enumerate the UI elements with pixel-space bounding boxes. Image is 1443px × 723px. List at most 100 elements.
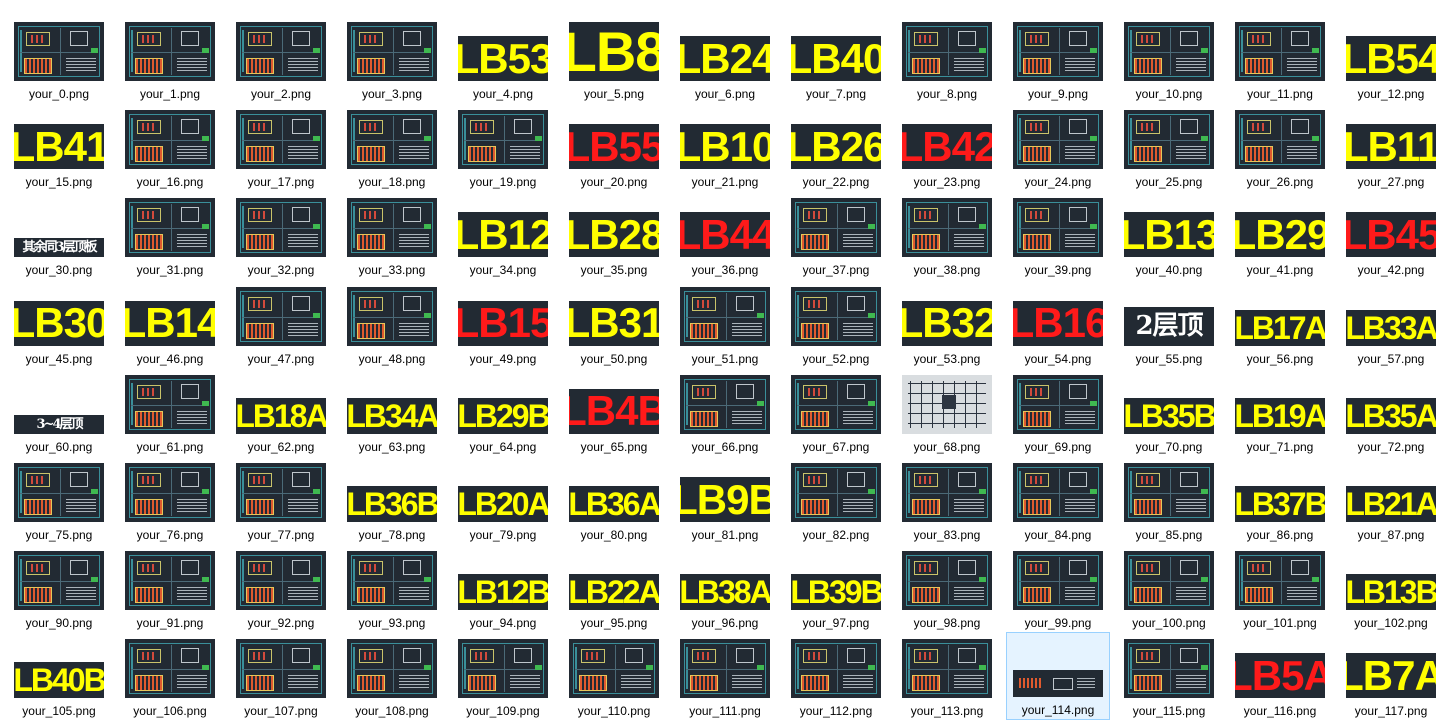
- file-item[interactable]: your_114.png: [1006, 632, 1110, 721]
- file-item[interactable]: your_31.png: [118, 191, 222, 279]
- file-item[interactable]: your_82.png: [784, 456, 888, 544]
- file-item[interactable]: LB24 your_6.png: [673, 15, 777, 103]
- file-item[interactable]: your_16.png: [118, 103, 222, 191]
- file-item[interactable]: your_26.png: [1228, 103, 1332, 191]
- file-item[interactable]: your_48.png: [340, 280, 444, 368]
- file-item[interactable]: your_38.png: [895, 191, 999, 279]
- file-item[interactable]: your_10.png: [1117, 15, 1221, 103]
- file-item[interactable]: your_11.png: [1228, 15, 1332, 103]
- file-item[interactable]: LB12 your_34.png: [451, 191, 555, 279]
- file-item[interactable]: your_83.png: [895, 456, 999, 544]
- file-item[interactable]: LB30 your_45.png: [7, 280, 111, 368]
- file-item[interactable]: LB12B your_94.png: [451, 544, 555, 632]
- file-item[interactable]: your_9.png: [1006, 15, 1110, 103]
- file-item[interactable]: LB9B your_81.png: [673, 456, 777, 544]
- file-item[interactable]: LB21A your_87.png: [1339, 456, 1443, 544]
- file-item[interactable]: LB26 your_22.png: [784, 103, 888, 191]
- file-item[interactable]: your_115.png: [1117, 632, 1221, 720]
- file-item[interactable]: LB31 your_50.png: [562, 280, 666, 368]
- file-item[interactable]: your_106.png: [118, 632, 222, 720]
- file-item[interactable]: your_90.png: [7, 544, 111, 632]
- file-item[interactable]: your_85.png: [1117, 456, 1221, 544]
- file-item[interactable]: your_19.png: [451, 103, 555, 191]
- file-item[interactable]: your_67.png: [784, 368, 888, 456]
- file-item[interactable]: your_51.png: [673, 280, 777, 368]
- file-item[interactable]: LB10 your_21.png: [673, 103, 777, 191]
- file-item[interactable]: LB5A your_116.png: [1228, 632, 1332, 720]
- file-item[interactable]: your_24.png: [1006, 103, 1110, 191]
- file-item[interactable]: LB42 your_23.png: [895, 103, 999, 191]
- file-item[interactable]: your_47.png: [229, 280, 333, 368]
- file-item[interactable]: LB29 your_41.png: [1228, 191, 1332, 279]
- file-item[interactable]: your_3.png: [340, 15, 444, 103]
- file-item[interactable]: 3~4层顶 your_60.png: [7, 368, 111, 456]
- file-item[interactable]: your_32.png: [229, 191, 333, 279]
- file-item[interactable]: your_0.png: [7, 15, 111, 103]
- file-item[interactable]: 其余同3层顶板 your_30.png: [7, 191, 111, 279]
- file-item[interactable]: LB36B your_78.png: [340, 456, 444, 544]
- file-item[interactable]: LB37B your_86.png: [1228, 456, 1332, 544]
- file-item[interactable]: your_109.png: [451, 632, 555, 720]
- file-item[interactable]: LB35A your_72.png: [1339, 368, 1443, 456]
- file-item[interactable]: LB29B your_64.png: [451, 368, 555, 456]
- file-item[interactable]: LB13B your_102.png: [1339, 544, 1443, 632]
- file-item[interactable]: LB22A your_95.png: [562, 544, 666, 632]
- file-item[interactable]: LB40B your_105.png: [7, 632, 111, 720]
- file-item[interactable]: your_52.png: [784, 280, 888, 368]
- file-item[interactable]: your_1.png: [118, 15, 222, 103]
- file-item[interactable]: your_110.png: [562, 632, 666, 720]
- file-item[interactable]: LB34A your_63.png: [340, 368, 444, 456]
- file-item[interactable]: your_76.png: [118, 456, 222, 544]
- file-item[interactable]: LB40 your_7.png: [784, 15, 888, 103]
- file-item[interactable]: your_84.png: [1006, 456, 1110, 544]
- file-item[interactable]: your_17.png: [229, 103, 333, 191]
- file-item[interactable]: LB55 your_20.png: [562, 103, 666, 191]
- file-item[interactable]: LB16 your_54.png: [1006, 280, 1110, 368]
- file-item[interactable]: LB53 your_4.png: [451, 15, 555, 103]
- file-item[interactable]: your_91.png: [118, 544, 222, 632]
- file-item[interactable]: LB13 your_40.png: [1117, 191, 1221, 279]
- file-item[interactable]: your_18.png: [340, 103, 444, 191]
- file-item[interactable]: your_113.png: [895, 632, 999, 720]
- file-item[interactable]: LB18A your_62.png: [229, 368, 333, 456]
- file-item[interactable]: your_112.png: [784, 632, 888, 720]
- file-item[interactable]: LB45 your_42.png: [1339, 191, 1443, 279]
- file-item[interactable]: LB28 your_35.png: [562, 191, 666, 279]
- file-item[interactable]: LB35B your_70.png: [1117, 368, 1221, 456]
- file-item[interactable]: LB44 your_36.png: [673, 191, 777, 279]
- file-item[interactable]: your_99.png: [1006, 544, 1110, 632]
- file-item[interactable]: your_77.png: [229, 456, 333, 544]
- file-item[interactable]: LB54 your_12.png: [1339, 15, 1443, 103]
- file-item[interactable]: your_66.png: [673, 368, 777, 456]
- file-item[interactable]: LB32 your_53.png: [895, 280, 999, 368]
- file-item[interactable]: your_92.png: [229, 544, 333, 632]
- file-item[interactable]: your_111.png: [673, 632, 777, 720]
- file-item[interactable]: your_100.png: [1117, 544, 1221, 632]
- file-item[interactable]: your_61.png: [118, 368, 222, 456]
- file-item[interactable]: your_37.png: [784, 191, 888, 279]
- file-item[interactable]: LB20A your_79.png: [451, 456, 555, 544]
- file-item[interactable]: your_39.png: [1006, 191, 1110, 279]
- file-item[interactable]: LB15 your_49.png: [451, 280, 555, 368]
- file-item[interactable]: LB33A your_57.png: [1339, 280, 1443, 368]
- file-item[interactable]: your_8.png: [895, 15, 999, 103]
- file-item[interactable]: your_107.png: [229, 632, 333, 720]
- file-item[interactable]: LB41 your_15.png: [7, 103, 111, 191]
- file-item[interactable]: your_2.png: [229, 15, 333, 103]
- file-item[interactable]: LB11 your_27.png: [1339, 103, 1443, 191]
- file-item[interactable]: your_69.png: [1006, 368, 1110, 456]
- file-item[interactable]: LB14 your_46.png: [118, 280, 222, 368]
- file-item[interactable]: LB17A your_56.png: [1228, 280, 1332, 368]
- file-item[interactable]: your_98.png: [895, 544, 999, 632]
- file-item[interactable]: your_108.png: [340, 632, 444, 720]
- file-item[interactable]: your_25.png: [1117, 103, 1221, 191]
- file-item[interactable]: your_68.png: [895, 368, 999, 456]
- file-item[interactable]: LB36A your_80.png: [562, 456, 666, 544]
- file-item[interactable]: your_93.png: [340, 544, 444, 632]
- file-item[interactable]: your_75.png: [7, 456, 111, 544]
- file-item[interactable]: 2层顶 your_55.png: [1117, 280, 1221, 368]
- file-item[interactable]: your_33.png: [340, 191, 444, 279]
- file-item[interactable]: LB7A your_117.png: [1339, 632, 1443, 720]
- file-item[interactable]: LB38A your_96.png: [673, 544, 777, 632]
- file-item[interactable]: LB39B your_97.png: [784, 544, 888, 632]
